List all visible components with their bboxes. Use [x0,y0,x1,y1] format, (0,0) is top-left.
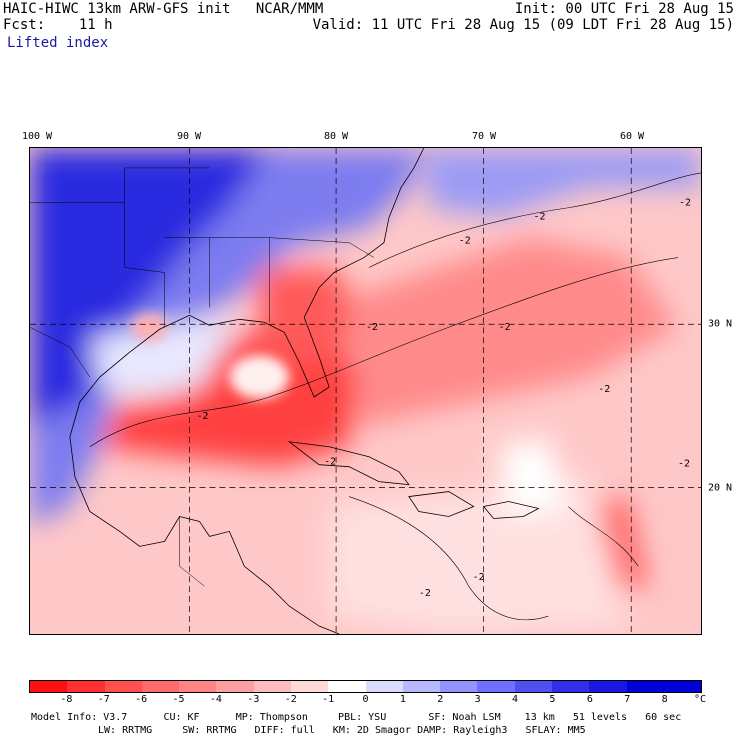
colorbar-swatch [365,681,403,692]
latlon-grid [30,148,701,634]
colorbar-swatch [514,681,552,692]
model-info-line1: Model Info: V3.7 CU: KF MP: Thompson PBL… [31,712,682,723]
colorbar-swatch [328,681,366,692]
contour-label: -2 [419,588,431,599]
contour-label: -2 [679,198,691,209]
contour-label: -2 [533,212,545,223]
colorbar-tick-label: 0 [362,694,369,705]
colorbar-swatch [179,681,217,692]
colorbar-swatch [589,681,627,692]
lon-label-70w: 70 W [471,131,497,142]
colorbar-swatch [290,681,329,692]
colorbar-swatch [104,681,142,692]
field-shading [30,148,701,634]
colorbar-swatch [551,681,590,692]
colorbar-swatch [216,681,254,692]
lon-label-80w: 80 W [323,131,349,142]
colorbar-tick-label: -2 [284,694,297,705]
contour-label: -2 [324,457,336,468]
colorbar-tick-label: 1 [399,694,406,705]
coastlines [69,148,540,634]
colorbar-swatch [440,681,478,692]
colorbar-unit: °C [693,694,707,705]
colorbar-swatch [30,681,68,692]
colorbar-swatch [626,681,664,692]
lat-label-20n: 20 N [708,482,733,494]
contour-label: -2 [459,236,471,247]
model-info-line2: LW: RRTMG SW: RRTMG DIFF: full KM: 2D Sm… [98,725,586,736]
contour-label: -2 [197,411,209,422]
contour-label: -2 [473,572,485,583]
colorbar-tick-label: -5 [172,694,185,705]
colorbar-tick-label: -1 [322,694,335,705]
colorbar-tick-label: 6 [586,694,593,705]
colorbar-tick-label: -3 [247,694,260,705]
contour-label-group: -2 -2 -2 -2 -2 -2 -2 -2 -2 -2 -2 [197,198,692,599]
colorbar-tick-label: -6 [135,694,148,705]
init-time: Init: 00 UTC Fri 28 Aug 15 [514,1,734,17]
contour-lines [89,172,701,620]
colorbar-tick-label: 7 [624,694,631,705]
colorbar-tick-label: -8 [60,694,73,705]
colorbar-tick-label: -4 [209,694,222,705]
field-label: Lifted index [7,35,109,51]
lat-label-30n: 30 N [708,318,733,330]
forecast-hour: Fcst: 11 h [3,17,113,33]
colorbar [29,680,702,693]
contour-label: -2 [678,459,690,470]
colorbar-swatch [477,681,515,692]
colorbar-tick-label: -7 [97,694,110,705]
lifted-index-map: -2 -2 -2 -2 -2 -2 -2 -2 -2 -2 -2 [29,147,702,635]
political-borders [30,167,375,587]
contour-label: -2 [366,322,378,333]
lon-label-100w: 100 W [21,131,53,142]
colorbar-swatch [402,681,441,692]
valid-time: Valid: 11 UTC Fri 28 Aug 15 (09 LDT Fri … [312,17,734,33]
lon-label-90w: 90 W [176,131,202,142]
colorbar-tick-label: 4 [512,694,519,705]
colorbar-swatch [253,681,291,692]
colorbar-tick-label: 8 [661,694,668,705]
colorbar-tick-label: 2 [437,694,444,705]
lon-label-60w: 60 W [619,131,645,142]
contour-label: -2 [499,322,511,333]
colorbar-swatch [67,681,105,692]
colorbar-tick-label: 3 [474,694,481,705]
contour-label: -2 [598,384,610,395]
colorbar-swatch [663,681,702,692]
colorbar-swatch [141,681,180,692]
colorbar-tick-label: 5 [549,694,556,705]
model-title: HAIC-HIWC 13km ARW-GFS init NCAR/MMM [3,1,324,17]
